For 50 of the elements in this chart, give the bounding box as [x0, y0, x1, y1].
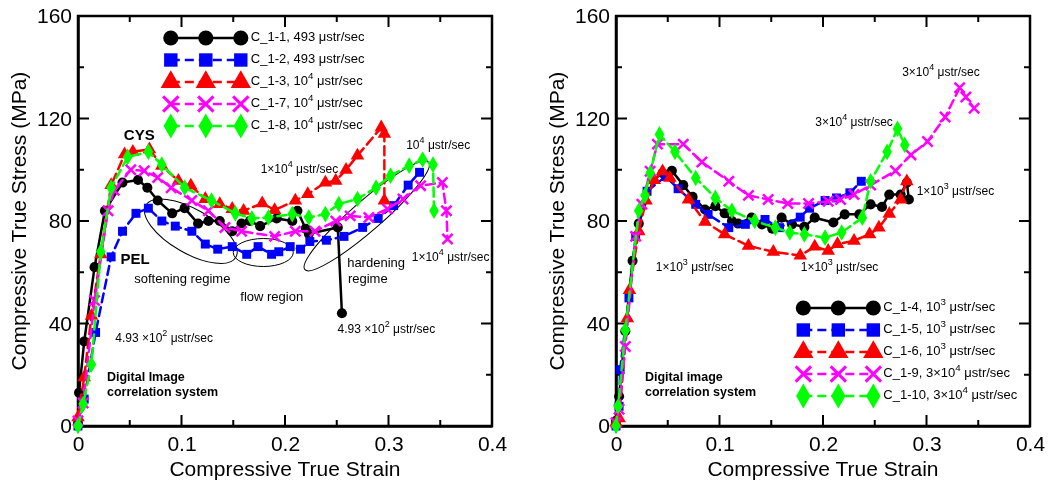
- annotation: CYS: [123, 125, 155, 143]
- y-tick-label: 160: [36, 4, 72, 28]
- annotation: flow region: [240, 289, 304, 305]
- annotation: 1×10$^{4}$ μstr/sec: [411, 247, 490, 265]
- y-tick-label: 40: [48, 311, 72, 335]
- x-tick-label: 0.1: [167, 431, 197, 455]
- legend-label: C_1-8, 10$^{4}$ μstr/sec: [250, 114, 364, 133]
- y-tick-label: 160: [574, 4, 610, 28]
- legend-label: C_1-10, 3×10$^{4}$ μstr/sec: [883, 384, 1018, 403]
- legend-label: C_1-2, 493 μstr/sec: [250, 51, 366, 67]
- x-tick-label: 0.2: [808, 431, 839, 455]
- annotation: 1×10$^{4}$ μstr/sec: [260, 159, 339, 176]
- x-tick-label: 0.4: [477, 431, 508, 455]
- y-tick-label: 120: [36, 106, 72, 130]
- y-tick-label: 40: [586, 311, 610, 335]
- y-tick-label: 120: [574, 106, 610, 130]
- annotation: 1×10$^{3}$ μstr/sec: [916, 181, 995, 199]
- x-tick-label: 0.4: [1015, 431, 1046, 455]
- legend-label: C_1-6, 10$^{3}$ μstr/sec: [883, 340, 996, 359]
- annotation: hardening: [347, 255, 405, 271]
- annotation: 10$^{4}$ μstr/sec: [406, 134, 471, 152]
- annotation: 4.93 ×10$^{2}$ μstr/sec: [337, 319, 436, 337]
- y-tick-label: 0: [598, 414, 610, 438]
- annotation: 1×10$^{3}$ μstr/sec: [800, 257, 879, 274]
- legend-label: C_1-9, 3×10$^{4}$ μstr/sec: [883, 362, 1011, 381]
- y-axis-title: Compressive True Stress (MPa): [545, 71, 568, 371]
- y-tick-label: 0: [60, 414, 72, 438]
- y-axis-title: Compressive True Stress (MPa): [7, 71, 30, 371]
- legend-label: C_1-5, 10$^{3}$ μstr/sec: [883, 318, 996, 337]
- x-tick-label: 0.1: [705, 431, 735, 455]
- x-tick-label: 0.3: [374, 431, 404, 455]
- legend-label: C_1-3, 10$^{4}$ μstr/sec: [250, 70, 364, 89]
- legend-label: C_1-1, 493 μstr/sec: [250, 29, 366, 45]
- annotation: PEL: [120, 249, 150, 267]
- x-axis-title: Compressive True Strain: [169, 457, 401, 480]
- legend-label: C_1-7, 10$^{4}$ μstr/sec: [250, 92, 364, 111]
- annotation: regime: [347, 271, 388, 287]
- annotation: 3×10$^{4}$ μstr/sec: [902, 61, 980, 79]
- y-tick-label: 80: [48, 209, 72, 233]
- annotation: 3×10$^{4}$ μstr/sec: [815, 112, 893, 130]
- annotation: 4.93 ×10$^{2}$ μstr/sec: [115, 328, 213, 345]
- x-axis-title: Compressive True Strain: [707, 457, 939, 480]
- annotation: 1×10$^{3}$ μstr/sec: [655, 257, 734, 274]
- annotation: Digital Image correlation system: [106, 369, 219, 399]
- legend-label: C_1-4, 10$^{3}$ μstr/sec: [883, 296, 996, 315]
- annotation: Digital image correlation system: [644, 369, 757, 399]
- annotation: softening regime: [134, 271, 231, 287]
- x-tick-label: 0.2: [270, 431, 301, 455]
- y-tick-label: 80: [586, 209, 610, 233]
- x-tick-label: 0.3: [912, 431, 942, 455]
